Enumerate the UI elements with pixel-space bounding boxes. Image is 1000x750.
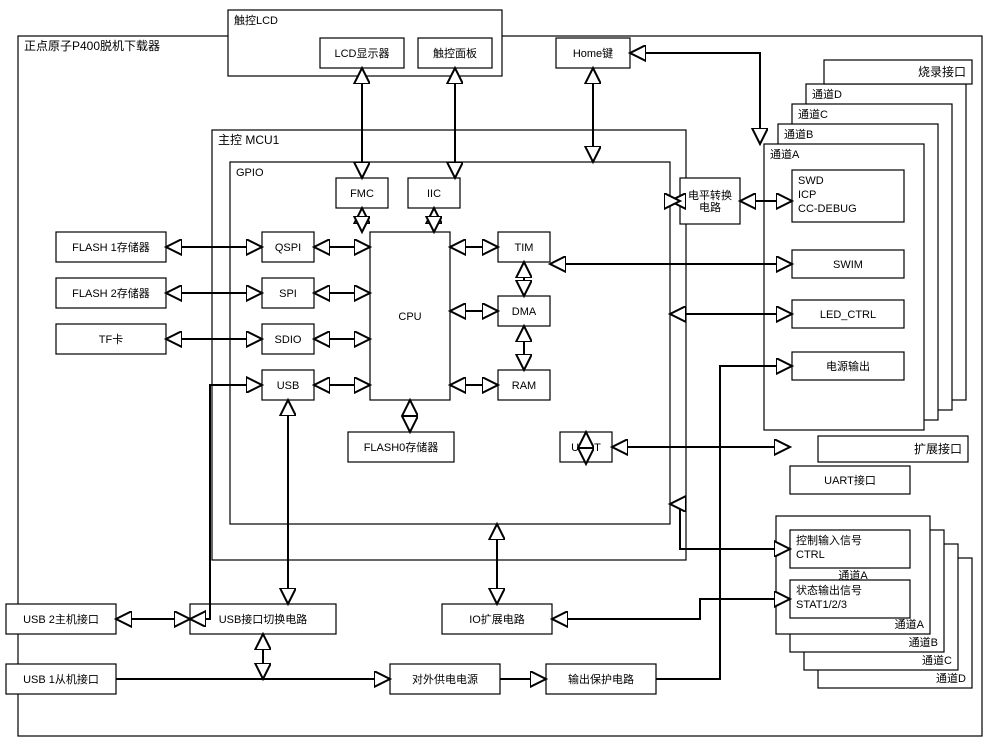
swd-box: SWD ICP CC-DEBUG <box>792 170 904 222</box>
uart-port-label: UART接口 <box>824 474 876 487</box>
usb1-slave-label: USB 1从机接口 <box>23 672 99 686</box>
sdio: SDIO <box>262 324 314 354</box>
ext-power-label: 对外供电电源 <box>412 672 478 686</box>
ctrl-box-label: 控制输入信号 <box>796 533 862 547</box>
mcu-outer-label: 主控 MCU1 <box>218 133 280 147</box>
usb1-slave: USB 1从机接口 <box>6 664 116 694</box>
burn-interface-label: 烧录接口 <box>918 64 966 79</box>
block-diagram: 正点原子P400脱机下载器 触控LCD LCD显示器 触控面板 Home键主控 MCU1… <box>0 0 1000 750</box>
flash2-label: FLASH 2存储器 <box>72 286 150 300</box>
ext-chD-label: 通道D <box>936 671 966 685</box>
flash0-label: FLASH0存储器 <box>364 440 439 454</box>
iic: IIC <box>408 178 460 208</box>
flash2: FLASH 2存储器 <box>56 278 166 308</box>
level-shifter-label: 电平转换 <box>688 188 732 202</box>
level-shifter-label: 电路 <box>699 201 721 214</box>
swd-box-label: SWD <box>798 175 824 187</box>
outer-frame-label: 正点原子P400脱机下载器 <box>24 38 160 53</box>
ext-chC-label: 通道C <box>922 653 952 667</box>
home-button: Home键 <box>556 38 630 68</box>
flash1-label: FLASH 1存储器 <box>72 240 150 254</box>
swim-box: SWIM <box>792 250 904 278</box>
swd-box-label: ICP <box>798 189 816 201</box>
touch-lcd-group-label: 触控LCD <box>234 13 278 27</box>
usb-label: USB <box>277 380 300 392</box>
usb: USB <box>262 370 314 400</box>
swd-box-label: CC-DEBUG <box>798 203 857 215</box>
qspi-label: QSPI <box>275 242 301 254</box>
tim: TIM <box>498 232 550 262</box>
usb2-host-label: USB 2主机接口 <box>23 612 99 626</box>
power-out-box: 电源输出 <box>792 352 904 380</box>
out-protect: 输出保护电路 <box>546 664 656 694</box>
gpio-frame-label: GPIO <box>236 167 264 179</box>
touch-panel: 触控面板 <box>418 38 492 68</box>
stat-box: 状态输出信号 STAT1/2/3 <box>790 580 910 618</box>
ram: RAM <box>498 370 550 400</box>
lcd-display: LCD显示器 <box>320 38 404 68</box>
burn-chC-label: 通道C <box>798 107 828 121</box>
lcd-display-label: LCD显示器 <box>334 47 389 60</box>
stat-box-label: STAT1/2/3 <box>796 599 847 611</box>
burn-chA-label: 通道A <box>770 147 800 161</box>
spi: SPI <box>262 278 314 308</box>
fmc-label: FMC <box>350 188 374 200</box>
sdio-label: SDIO <box>275 334 302 346</box>
tf-card-label: TF卡 <box>99 333 123 346</box>
dma: DMA <box>498 296 550 326</box>
io-expander-label: IO扩展电路 <box>469 612 525 626</box>
usb-switch-label: USB接口切换电路 <box>219 612 308 626</box>
tf-card: TF卡 <box>56 324 166 354</box>
ext-chB-label: 通道B <box>909 635 938 649</box>
cpu: CPU <box>370 232 450 400</box>
usb2-host: USB 2主机接口 <box>6 604 116 634</box>
out-protect-label: 输出保护电路 <box>568 672 634 686</box>
flash1: FLASH 1存储器 <box>56 232 166 262</box>
ext-chA-label: 通道A <box>895 617 925 631</box>
dma-label: DMA <box>512 306 537 318</box>
ext-power: 对外供电电源 <box>390 664 500 694</box>
ext-interface-label: 扩展接口 <box>914 441 962 456</box>
swim-box-label: SWIM <box>833 259 863 271</box>
uart-port: UART接口 <box>790 466 910 494</box>
power-out-box-label: 电源输出 <box>826 359 870 373</box>
touch-panel-label: 触控面板 <box>433 46 477 60</box>
ctrl-box: 控制输入信号 CTRL <box>790 530 910 568</box>
burn-chB-label: 通道B <box>784 127 813 141</box>
io-expander: IO扩展电路 <box>442 604 552 634</box>
led-ctrl-box-label: LED_CTRL <box>820 309 876 321</box>
level-shifter: 电平转换电路 <box>680 178 740 224</box>
cpu-label: CPU <box>398 311 421 323</box>
burn-chD-label: 通道D <box>812 87 842 101</box>
tim-label: TIM <box>515 242 534 254</box>
ram-label: RAM <box>512 380 536 392</box>
usb-switch: USB接口切换电路 <box>190 604 336 634</box>
fmc: FMC <box>336 178 388 208</box>
qspi: QSPI <box>262 232 314 262</box>
flash0: FLASH0存储器 <box>348 432 454 462</box>
iic-label: IIC <box>427 188 441 200</box>
home-button-label: Home键 <box>573 46 613 60</box>
stat-box-label: 状态输出信号 <box>796 583 862 597</box>
spi-label: SPI <box>279 288 297 300</box>
ctrl-box-label: CTRL <box>796 549 825 561</box>
led-ctrl-box: LED_CTRL <box>792 300 904 328</box>
